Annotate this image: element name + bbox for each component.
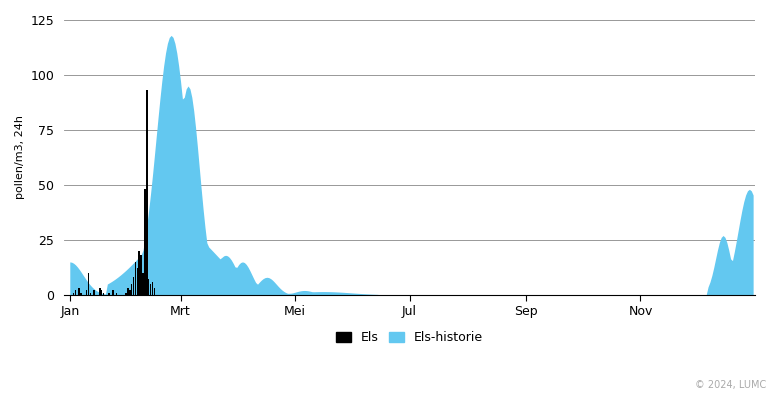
Bar [152, 282, 153, 295]
Bar [116, 293, 118, 295]
Bar [80, 293, 82, 295]
Bar [126, 293, 127, 295]
Bar [86, 290, 88, 295]
Bar [129, 290, 131, 295]
Bar [153, 288, 155, 295]
Bar [75, 290, 76, 295]
Bar [127, 288, 129, 295]
Bar [131, 284, 132, 295]
Bar [142, 273, 144, 295]
Bar [88, 273, 89, 295]
Bar [148, 279, 149, 295]
Bar [112, 290, 114, 295]
Bar [103, 293, 104, 295]
Legend: Els, Els-historie: Els, Els-historie [331, 326, 488, 349]
Bar [109, 293, 110, 295]
Bar [93, 290, 95, 295]
Bar [136, 268, 138, 295]
Text: © 2024, LUMC: © 2024, LUMC [695, 380, 766, 390]
Bar [135, 262, 136, 295]
Y-axis label: pollen/m3, 24h: pollen/m3, 24h [15, 115, 25, 199]
Bar [99, 288, 101, 295]
Bar [101, 290, 102, 295]
Bar [139, 251, 140, 295]
Bar [73, 293, 74, 295]
Bar [140, 255, 142, 295]
Bar [79, 288, 80, 295]
Bar [149, 284, 151, 295]
Bar [146, 90, 148, 295]
Bar [133, 277, 134, 295]
Bar [89, 293, 91, 295]
Bar [144, 190, 146, 295]
